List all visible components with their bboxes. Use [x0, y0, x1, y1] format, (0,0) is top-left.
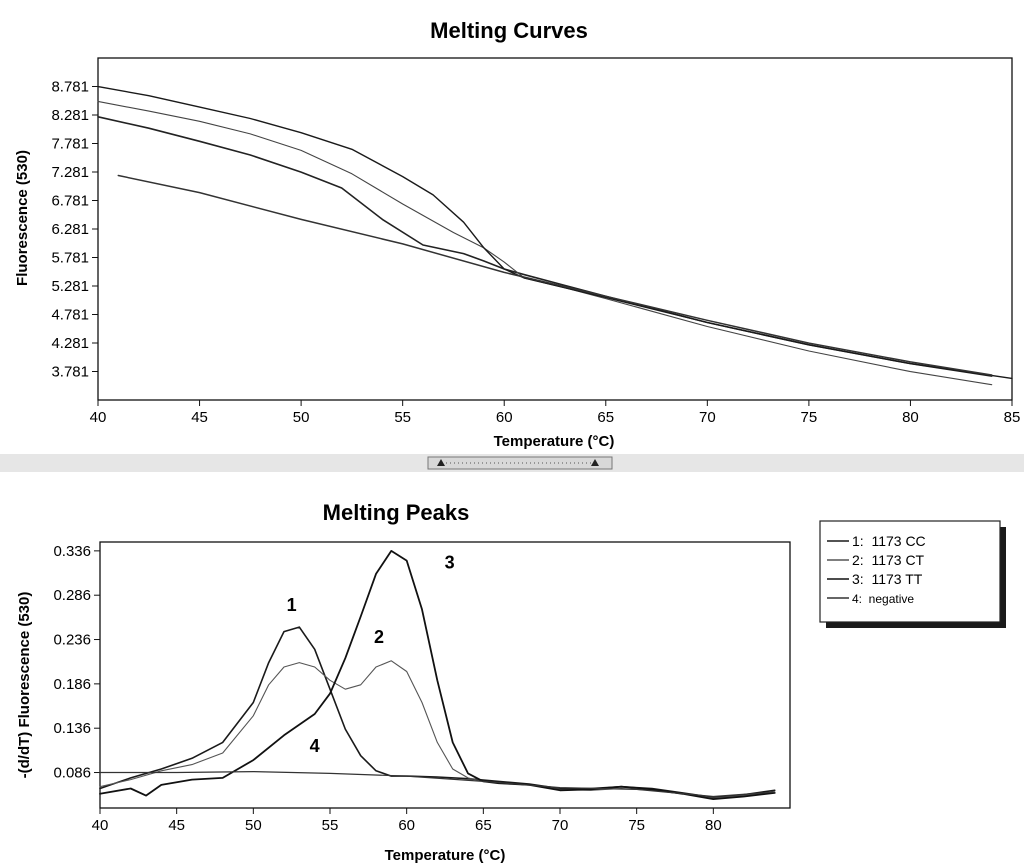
- series-line-4: [117, 174, 993, 376]
- y-tick-label: 0.236: [53, 632, 91, 649]
- x-tick-label: 45: [191, 409, 208, 426]
- peak-annotation-1: 1: [287, 595, 297, 615]
- x-tick-label: 70: [699, 409, 716, 426]
- y-tick-label: 0.086: [53, 765, 91, 782]
- y-tick-label: 3.781: [51, 364, 89, 381]
- x-tick-label: 70: [552, 817, 569, 834]
- x-tick-label: 45: [168, 817, 185, 834]
- peak-annotation-2: 2: [374, 627, 384, 647]
- x-tick-label: 55: [322, 817, 339, 834]
- splitter-up-icon[interactable]: [591, 459, 599, 466]
- x-tick-label: 60: [496, 409, 513, 426]
- splitter-up-icon[interactable]: [437, 459, 445, 466]
- melting-peaks-panel: Melting Peaks 40 45 50 55 60 65 70 75 80 0.086 0.1…: [16, 500, 791, 864]
- x-tick-label: 75: [628, 817, 645, 834]
- melting-curves-panel: Melting Curves 40 45 50 55 60 65 70 75 80 85 3.781…: [14, 18, 1020, 450]
- x-tick-label: 40: [92, 817, 109, 834]
- y-tick-label: 6.281: [51, 221, 89, 238]
- peaks-legend: 1: 1173 CC 2: 1173 CT 3: 1173 TT 4: negativ…: [819, 520, 1006, 628]
- legend-label: 2: 1173 CT: [852, 552, 925, 568]
- peak-annotation-4: 4: [310, 736, 320, 756]
- series-line-3: [99, 550, 776, 800]
- y-tick-label: 4.781: [51, 307, 89, 324]
- x-tick-label: 60: [398, 817, 415, 834]
- series-line-4: [99, 771, 776, 798]
- x-tick-label: 80: [902, 409, 919, 426]
- peaks-y-axis-label: -(d/dT) Fluorescence (530): [16, 592, 33, 779]
- y-tick-label: 0.336: [53, 543, 91, 560]
- x-tick-label: 65: [475, 817, 492, 834]
- curves-x-axis-label: Temperature (°C): [494, 433, 615, 450]
- splitter-handle[interactable]: [427, 456, 613, 470]
- x-tick-label: 55: [394, 409, 411, 426]
- plot-frame: [97, 57, 1013, 401]
- y-tick-label: 4.281: [51, 335, 89, 352]
- x-tick-label: 65: [597, 409, 614, 426]
- x-tick-label: 75: [801, 409, 818, 426]
- series-line-1: [97, 116, 993, 377]
- curves-title: Melting Curves: [430, 18, 588, 43]
- plot-frame: [99, 541, 791, 809]
- peaks-plot-area: 40 45 50 55 60 65 70 75 80 0.086 0.136 0.186 0.236 0.…: [53, 541, 791, 834]
- x-tick-label: 50: [293, 409, 310, 426]
- curves-plot-area: 40 45 50 55 60 65 70 75 80 85 3.781 4.281 4.781 5.281…: [51, 57, 1021, 426]
- y-tick-label: 0.186: [53, 676, 91, 693]
- y-tick-label: 0.136: [53, 720, 91, 737]
- curves-y-axis-label: Fluorescence (530): [14, 150, 31, 286]
- legend-box: [819, 520, 1001, 623]
- series-line-2: [97, 100, 993, 386]
- peaks-x-axis-label: Temperature (°C): [385, 847, 506, 864]
- x-tick-label: 50: [245, 817, 262, 834]
- y-tick-label: 7.281: [51, 164, 89, 181]
- y-tick-label: 0.286: [53, 587, 91, 604]
- peak-annotation-3: 3: [445, 553, 455, 573]
- legend-label: 3: 1173 TT: [852, 571, 923, 587]
- series-line-3: [97, 85, 1013, 380]
- x-tick-label: 80: [705, 817, 722, 834]
- x-tick-label: 85: [1004, 409, 1021, 426]
- y-tick-label: 5.781: [51, 250, 89, 267]
- peaks-title: Melting Peaks: [323, 500, 470, 525]
- legend-label: 1: 1173 CC: [852, 533, 926, 549]
- y-tick-label: 7.781: [51, 136, 89, 153]
- legend-label: 4: negative: [852, 592, 914, 606]
- y-tick-label: 8.781: [51, 79, 89, 96]
- y-tick-label: 5.281: [51, 278, 89, 295]
- y-tick-label: 8.281: [51, 107, 89, 124]
- y-tick-label: 6.781: [51, 193, 89, 210]
- x-tick-label: 40: [90, 409, 107, 426]
